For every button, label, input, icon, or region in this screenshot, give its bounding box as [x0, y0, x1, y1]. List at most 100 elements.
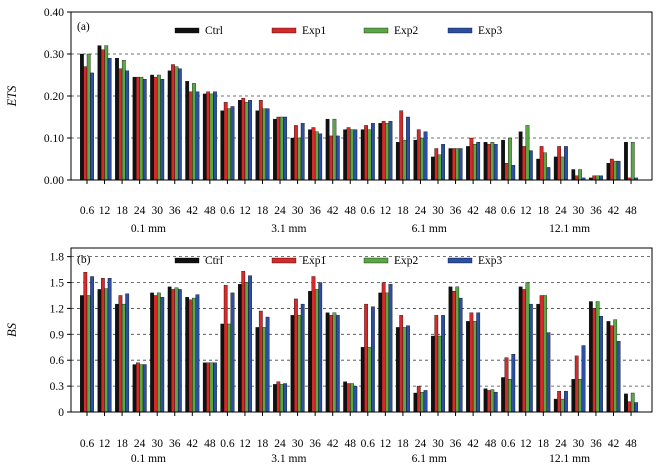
x-tick-label: 0.6 — [80, 438, 95, 450]
x-tick-label: 48 — [625, 205, 637, 217]
legend-swatch-exp1 — [271, 27, 297, 34]
bar-ctrl-26 — [536, 158, 541, 181]
bar-exp2-17 — [385, 292, 389, 413]
bar-exp2-24 — [508, 137, 512, 181]
x-tick-label: 12 — [380, 438, 392, 450]
bar-exp1-31 — [627, 401, 632, 413]
bar-ctrl-5 — [167, 286, 172, 413]
bar-exp1-1 — [100, 49, 105, 181]
bar-exp1-28 — [574, 175, 579, 181]
bar-exp3-15 — [353, 129, 358, 181]
bar-exp1-13 — [311, 276, 316, 413]
bar-exp1-15 — [346, 383, 351, 413]
y-axis-label: BS — [5, 322, 19, 337]
legend-swatch-exp2 — [363, 27, 389, 34]
bar-exp2-0 — [86, 295, 91, 413]
bar-exp2-21 — [455, 148, 460, 181]
bar-exp3-19 — [423, 390, 428, 413]
x-tick-label: 36 — [169, 205, 181, 217]
bar-exp1-2 — [118, 68, 123, 181]
bar-ctrl-14 — [325, 118, 330, 181]
x-group-label: 12.1 mm — [549, 223, 590, 235]
x-tick-label: 12 — [99, 205, 111, 217]
bar-exp3-13 — [318, 133, 323, 181]
x-tick-label: 24 — [415, 205, 427, 217]
bar-exp3-3 — [142, 79, 147, 181]
bar-ctrl-22 — [466, 321, 470, 413]
bar-exp1-29 — [592, 308, 597, 413]
bar-exp2-10 — [262, 108, 267, 181]
legend-label-exp2: Exp2 — [394, 255, 419, 267]
legend-label-exp2: Exp2 — [394, 25, 419, 37]
bar-exp2-17 — [385, 123, 389, 181]
bar-ctrl-18 — [395, 327, 400, 413]
x-tick-label: 30 — [573, 438, 585, 450]
bar-exp1-12 — [294, 125, 298, 181]
bar-exp1-27 — [557, 391, 562, 413]
bar-exp2-0 — [86, 53, 91, 181]
bar-ctrl-8 — [220, 110, 225, 181]
x-group-label: 6.1 mm — [412, 453, 447, 465]
x-tick-label: 42 — [467, 438, 479, 450]
bar-exp2-16 — [367, 347, 372, 413]
bar-exp2-2 — [121, 303, 126, 413]
legend-swatch-exp1 — [271, 257, 297, 264]
bar-ctrl-30 — [606, 321, 611, 413]
bar-exp3-17 — [388, 121, 393, 181]
bar-ctrl-4 — [150, 74, 154, 181]
bar-exp2-19 — [420, 391, 425, 413]
bar-exp3-4 — [160, 297, 165, 413]
bar-exp1-5 — [171, 64, 175, 181]
bar-ctrl-6 — [185, 81, 190, 181]
bar-exp1-24 — [504, 357, 509, 413]
bar-exp1-17 — [381, 282, 386, 413]
bar-exp1-0 — [83, 66, 88, 181]
x-tick-label: 18 — [116, 205, 128, 217]
bar-exp3-24 — [511, 353, 516, 413]
y-tick-label: 0.00 — [44, 175, 64, 187]
bar-exp1-15 — [346, 127, 351, 181]
bar-exp1-23 — [487, 144, 491, 181]
bar-ctrl-8 — [220, 323, 225, 413]
legend-label-exp3: Exp3 — [478, 255, 503, 267]
bar-exp3-29 — [599, 316, 603, 413]
x-group-label: 0.1 mm — [131, 223, 166, 235]
bar-exp3-20 — [441, 144, 445, 181]
bar-exp2-21 — [455, 286, 460, 413]
bar-exp3-25 — [528, 303, 533, 413]
bar-exp2-25 — [525, 282, 530, 413]
y-tick-label: 0.3 — [50, 381, 65, 393]
x-tick-label: 36 — [309, 438, 321, 450]
bar-ctrl-13 — [308, 129, 312, 181]
x-tick-label: 18 — [397, 205, 409, 217]
y-tick-label: 0.9 — [50, 329, 65, 341]
bar-exp3-27 — [564, 146, 568, 181]
bar-exp2-11 — [279, 116, 284, 181]
x-group-label: 3.1 mm — [271, 453, 306, 465]
x-tick-label: 48 — [345, 438, 357, 450]
x-tick-label: 18 — [257, 205, 269, 217]
bar-exp2-18 — [402, 327, 407, 413]
x-tick-label: 0.6 — [220, 438, 235, 450]
bar-exp1-10 — [258, 100, 263, 181]
bar-exp2-13 — [314, 289, 319, 413]
chart-panel-b: 0 0.3 0.6 0.9 1.2 1.5 1.8 BS 0.6 12 18 24 30 36 42 48 0.… — [5, 247, 653, 465]
bar-exp3-30 — [616, 341, 621, 413]
x-tick-label: 24 — [415, 438, 427, 450]
bar-ctrl-23 — [483, 388, 488, 413]
bar-exp3-13 — [318, 282, 323, 413]
bar-exp1-0 — [83, 271, 88, 413]
x-tick-label: 12 — [239, 438, 251, 450]
bar-exp3-23 — [493, 391, 498, 413]
y-tick-label: 0.20 — [44, 91, 64, 103]
bar-exp2-15 — [350, 129, 354, 181]
bar-ctrl-21 — [448, 148, 453, 181]
panel-label: (a) — [77, 21, 90, 33]
bar-ctrl-6 — [185, 297, 190, 413]
bar-exp1-16 — [364, 303, 368, 413]
x-tick-label: 36 — [590, 438, 602, 450]
x-tick-label: 24 — [274, 205, 286, 217]
bar-exp1-20 — [434, 315, 439, 413]
x-tick-label: 0.6 — [80, 205, 95, 217]
bar-ctrl-24 — [501, 139, 505, 181]
